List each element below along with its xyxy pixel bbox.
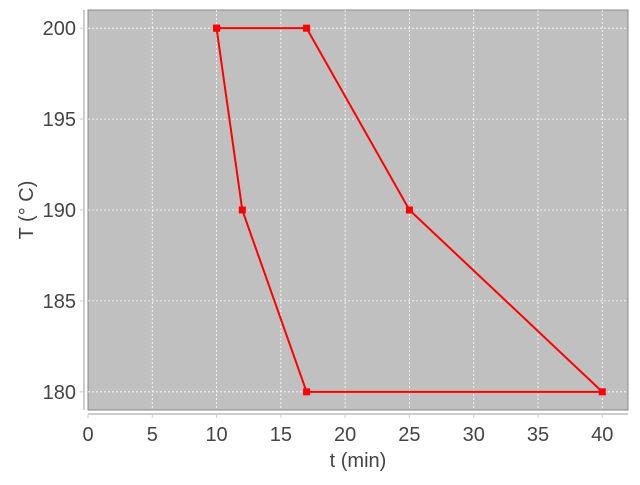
y-tick-label: 200 [43,18,76,40]
data-point-marker [213,24,221,32]
x-tick-label: 30 [463,424,485,446]
data-point-marker [598,388,606,396]
x-tick-label: 35 [527,424,549,446]
y-ticks: 180 185 190 195 200 [43,18,84,404]
x-ticks: 0 5 10 15 20 25 30 35 40 [82,414,613,446]
x-tick-label: 10 [205,424,227,446]
y-axis-label: T (° C) [16,181,38,240]
data-point-marker [303,388,311,396]
x-tick-label: 25 [398,424,420,446]
y-tick-label: 180 [43,382,76,404]
x-tick-label: 20 [334,424,356,446]
x-axis-label: t (min) [330,450,387,472]
x-tick-label: 40 [591,424,613,446]
data-point-marker [238,206,246,214]
x-tick-label: 5 [147,424,158,446]
x-tick-label: 15 [270,424,292,446]
y-tick-label: 195 [43,109,76,131]
data-point-marker [405,206,413,214]
data-point-marker [303,24,311,32]
y-tick-label: 190 [43,200,76,222]
series [213,24,606,396]
y-tick-label: 185 [43,291,76,313]
x-tick-label: 0 [82,424,93,446]
